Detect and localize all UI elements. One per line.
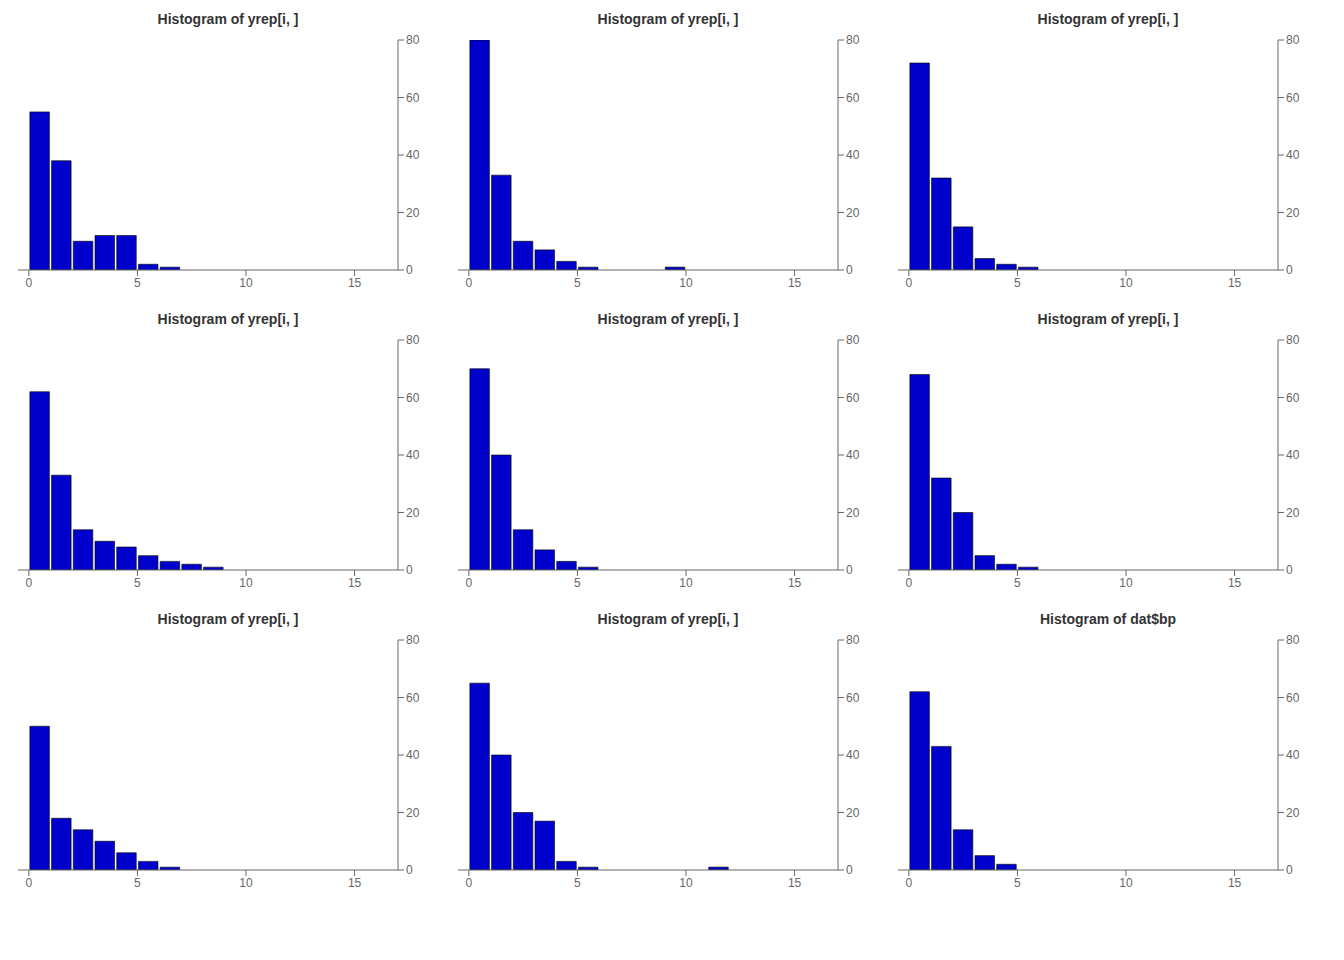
svg-text:10: 10 xyxy=(239,876,253,890)
svg-text:60: 60 xyxy=(846,691,860,705)
svg-text:10: 10 xyxy=(1119,876,1133,890)
svg-text:80: 80 xyxy=(846,333,860,347)
svg-text:60: 60 xyxy=(846,391,860,405)
svg-text:80: 80 xyxy=(846,33,860,47)
svg-text:15: 15 xyxy=(348,276,362,290)
svg-text:0: 0 xyxy=(26,576,33,590)
svg-text:80: 80 xyxy=(846,633,860,647)
svg-text:10: 10 xyxy=(239,276,253,290)
svg-text:15: 15 xyxy=(788,876,802,890)
svg-text:5: 5 xyxy=(1014,876,1021,890)
html-text:Histogram of yrep[i, ]: Histogram of yrep[i, ] xyxy=(1037,11,1179,27)
svg-text:0: 0 xyxy=(846,263,853,277)
svg-text:60: 60 xyxy=(406,391,420,405)
svg-text:10: 10 xyxy=(239,576,253,590)
svg-text:20: 20 xyxy=(406,506,420,520)
svg-text:15: 15 xyxy=(1228,876,1242,890)
svg-text:20: 20 xyxy=(1286,506,1300,520)
svg-text:15: 15 xyxy=(348,576,362,590)
svg-text:5: 5 xyxy=(574,576,581,590)
html-text:Histogram of yrep[i, ]: Histogram of yrep[i, ] xyxy=(597,11,739,27)
svg-text:0: 0 xyxy=(466,876,473,890)
svg-text:10: 10 xyxy=(679,876,693,890)
svg-text:5: 5 xyxy=(134,876,141,890)
svg-text:40: 40 xyxy=(846,148,860,162)
svg-text:60: 60 xyxy=(406,91,420,105)
svg-text:20: 20 xyxy=(846,206,860,220)
svg-text:15: 15 xyxy=(348,876,362,890)
svg-text:40: 40 xyxy=(406,748,420,762)
html-text:Histogram of yrep[i, ]: Histogram of yrep[i, ] xyxy=(157,11,299,27)
svg-text:80: 80 xyxy=(406,333,420,347)
svg-text:15: 15 xyxy=(1228,276,1242,290)
svg-text:0: 0 xyxy=(406,863,413,877)
svg-text:0: 0 xyxy=(406,563,413,577)
html-text:Histogram of yrep[i, ]: Histogram of yrep[i, ] xyxy=(597,311,739,327)
svg-text:40: 40 xyxy=(846,448,860,462)
html-text:Histogram of yrep[i, ]: Histogram of yrep[i, ] xyxy=(157,611,299,627)
svg-text:0: 0 xyxy=(466,276,473,290)
svg-text:0: 0 xyxy=(906,876,913,890)
svg-text:60: 60 xyxy=(1286,691,1300,705)
svg-text:80: 80 xyxy=(406,633,420,647)
svg-text:15: 15 xyxy=(788,576,802,590)
svg-text:0: 0 xyxy=(1286,863,1293,877)
svg-text:15: 15 xyxy=(788,276,802,290)
svg-text:80: 80 xyxy=(1286,633,1300,647)
svg-text:5: 5 xyxy=(1014,276,1021,290)
svg-text:0: 0 xyxy=(26,876,33,890)
svg-text:80: 80 xyxy=(406,33,420,47)
svg-text:20: 20 xyxy=(406,206,420,220)
svg-text:5: 5 xyxy=(574,276,581,290)
svg-text:0: 0 xyxy=(846,563,853,577)
svg-text:40: 40 xyxy=(406,448,420,462)
svg-text:5: 5 xyxy=(134,276,141,290)
svg-text:60: 60 xyxy=(846,91,860,105)
html-text:Histogram of dat$bp: Histogram of dat$bp xyxy=(1039,611,1177,627)
svg-text:5: 5 xyxy=(1014,576,1021,590)
svg-text:20: 20 xyxy=(846,506,860,520)
svg-text:40: 40 xyxy=(1286,748,1300,762)
svg-text:0: 0 xyxy=(846,863,853,877)
svg-text:60: 60 xyxy=(1286,391,1300,405)
svg-text:60: 60 xyxy=(1286,91,1300,105)
svg-text:10: 10 xyxy=(679,276,693,290)
svg-text:0: 0 xyxy=(466,576,473,590)
svg-text:0: 0 xyxy=(26,276,33,290)
svg-text:0: 0 xyxy=(906,276,913,290)
svg-text:60: 60 xyxy=(406,691,420,705)
svg-text:20: 20 xyxy=(406,806,420,820)
svg-text:80: 80 xyxy=(1286,33,1300,47)
svg-text:0: 0 xyxy=(906,576,913,590)
svg-text:80: 80 xyxy=(1286,333,1300,347)
svg-text:20: 20 xyxy=(846,806,860,820)
svg-text:10: 10 xyxy=(679,576,693,590)
svg-text:40: 40 xyxy=(406,148,420,162)
svg-text:10: 10 xyxy=(1119,276,1133,290)
svg-text:5: 5 xyxy=(574,876,581,890)
svg-text:20: 20 xyxy=(1286,206,1300,220)
svg-text:0: 0 xyxy=(1286,263,1293,277)
svg-text:15: 15 xyxy=(1228,576,1242,590)
svg-text:0: 0 xyxy=(1286,563,1293,577)
html-text:Histogram of yrep[i, ]: Histogram of yrep[i, ] xyxy=(157,311,299,327)
html-text:Histogram of yrep[i, ]: Histogram of yrep[i, ] xyxy=(1037,311,1179,327)
svg-text:40: 40 xyxy=(1286,448,1300,462)
svg-text:40: 40 xyxy=(1286,148,1300,162)
svg-text:5: 5 xyxy=(134,576,141,590)
svg-text:20: 20 xyxy=(1286,806,1300,820)
html-text:Histogram of yrep[i, ]: Histogram of yrep[i, ] xyxy=(597,611,739,627)
svg-text:10: 10 xyxy=(1119,576,1133,590)
svg-text:0: 0 xyxy=(406,263,413,277)
svg-text:40: 40 xyxy=(846,748,860,762)
